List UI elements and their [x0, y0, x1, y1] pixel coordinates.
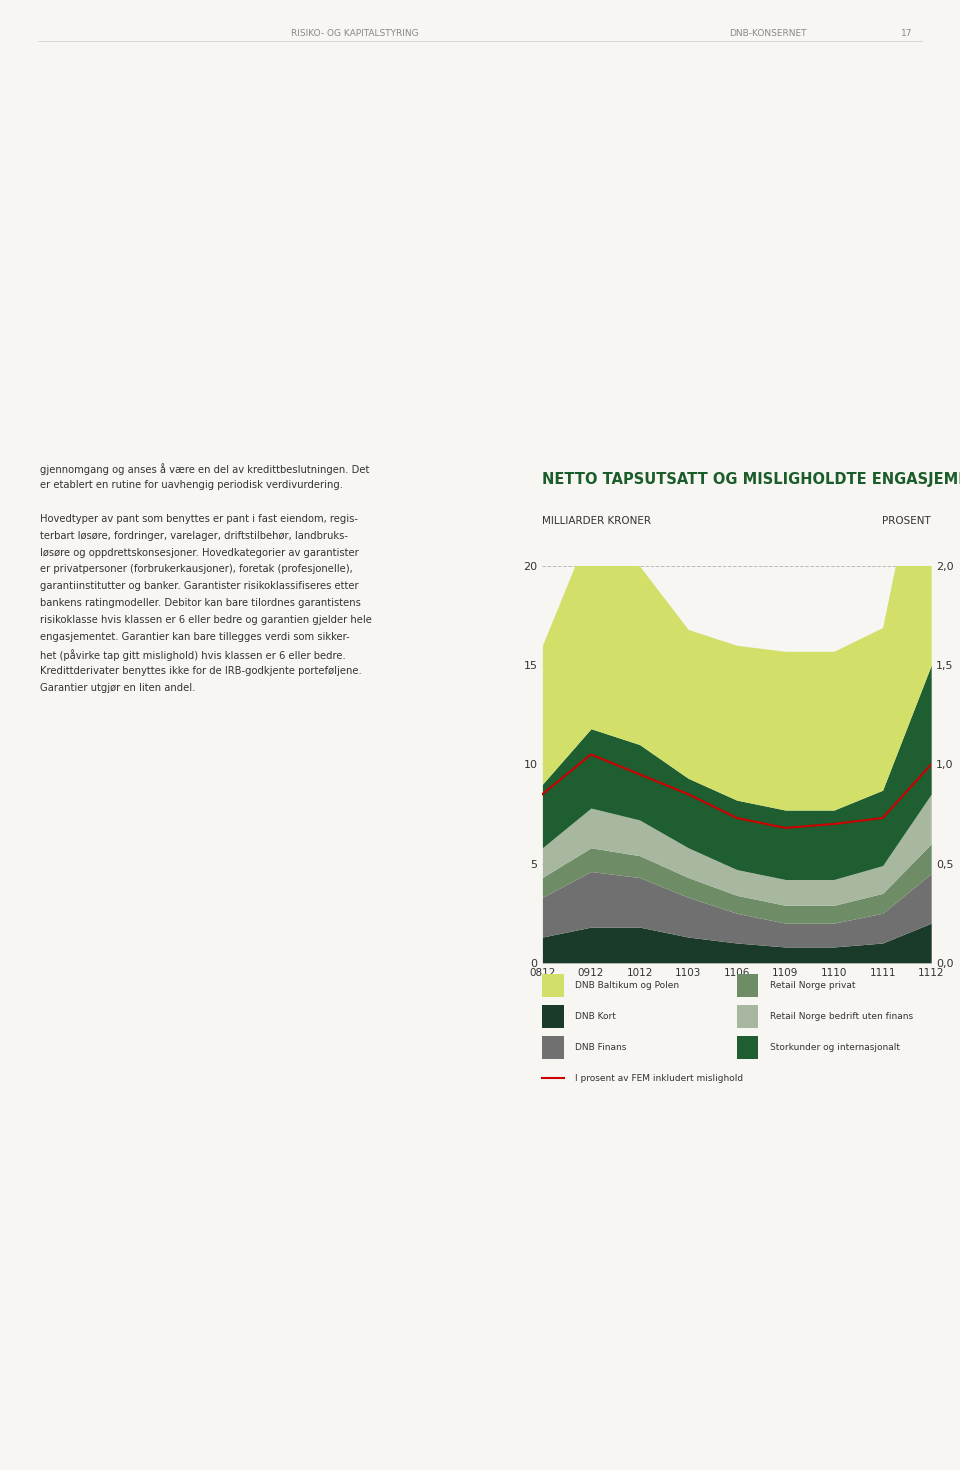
Text: engasjementet. Garantier kan bare tillegges verdi som sikker-: engasjementet. Garantier kan bare tilleg… [40, 632, 350, 642]
Text: 17: 17 [901, 29, 913, 38]
Text: Storkunder og internasjonalt: Storkunder og internasjonalt [770, 1042, 900, 1053]
Bar [542, 1036, 564, 1058]
Text: garantiinstitutter og banker. Garantister risikoklassifiseres etter: garantiinstitutter og banker. Garantiste… [40, 582, 359, 591]
Bar [542, 1005, 564, 1028]
Text: PROSENT: PROSENT [882, 516, 931, 526]
Text: Garantier utgjør en liten andel.: Garantier utgjør en liten andel. [40, 682, 196, 692]
Text: DNB-KONSERNET: DNB-KONSERNET [730, 29, 806, 38]
Text: risikoklasse hvis klassen er 6 eller bedre og garantien gjelder hele: risikoklasse hvis klassen er 6 eller bed… [40, 614, 372, 625]
Bar [737, 1036, 758, 1058]
Text: bankens ratingmodeller. Debitor kan bare tilordnes garantistens: bankens ratingmodeller. Debitor kan bare… [40, 598, 361, 609]
Text: løsøre og oppdrettskonsesjoner. Hovedkategorier av garantister: løsøre og oppdrettskonsesjoner. Hovedkat… [40, 547, 359, 557]
Text: RISIKO- OG KAPITALSTYRING: RISIKO- OG KAPITALSTYRING [292, 29, 419, 38]
Text: MILLIARDER KRONER: MILLIARDER KRONER [542, 516, 652, 526]
Text: Retail Norge bedrift uten finans: Retail Norge bedrift uten finans [770, 1011, 913, 1022]
Text: DNB Finans: DNB Finans [575, 1042, 627, 1053]
Text: DNB Baltikum og Polen: DNB Baltikum og Polen [575, 980, 680, 991]
Text: Hovedtyper av pant som benyttes er pant i fast eiendom, regis-: Hovedtyper av pant som benyttes er pant … [40, 513, 358, 523]
Text: Kredittderivater benyttes ikke for de IRB-godkjente porteføljene.: Kredittderivater benyttes ikke for de IR… [40, 666, 362, 676]
Text: er etablert en rutine for uavhengig periodisk verdivurdering.: er etablert en rutine for uavhengig peri… [40, 479, 344, 490]
Bar [737, 975, 758, 997]
Bar [737, 1005, 758, 1028]
Text: terbart løsøre, fordringer, varelager, driftstilbehør, landbruks-: terbart løsøre, fordringer, varelager, d… [40, 531, 348, 541]
Text: DNB Kort: DNB Kort [575, 1011, 616, 1022]
Bar [542, 975, 564, 997]
Text: er privatpersoner (forbrukerkausjoner), foretak (profesjonelle),: er privatpersoner (forbrukerkausjoner), … [40, 564, 353, 575]
Text: het (påvirke tap gitt mislighold) hvis klassen er 6 eller bedre.: het (påvirke tap gitt mislighold) hvis k… [40, 650, 346, 662]
Text: Retail Norge privat: Retail Norge privat [770, 980, 855, 991]
Text: NETTO TAPSUTSATT OG MISLIGHOLDTE ENGASJEMENT: NETTO TAPSUTSATT OG MISLIGHOLDTE ENGASJE… [542, 472, 960, 487]
Text: I prosent av FEM inkludert mislighold: I prosent av FEM inkludert mislighold [575, 1073, 744, 1083]
Text: gjennomgang og anses å være en del av kredittbeslutningen. Det: gjennomgang og anses å være en del av kr… [40, 463, 370, 475]
